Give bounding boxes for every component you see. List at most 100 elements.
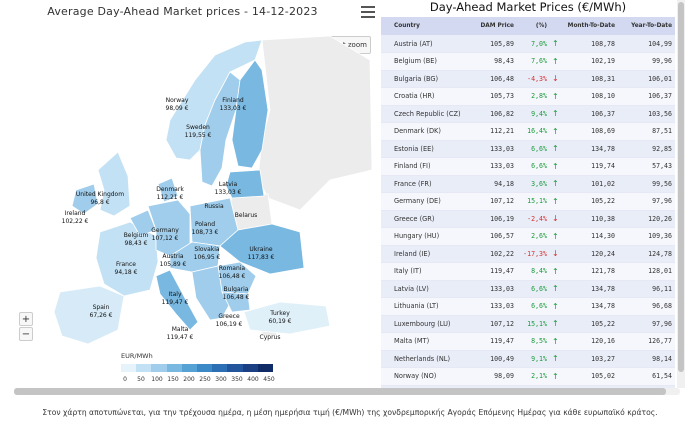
zoom-out-button[interactable]: − <box>19 327 33 341</box>
prices-table: Country DAM Price (%) Month-To-Date Year… <box>381 17 675 388</box>
cell-year-to-date: 124,78 <box>618 245 675 263</box>
table-row[interactable]: Lithuania (LT) 133,03 6,6% ↑ 134,78 96,68 <box>381 297 675 316</box>
cell-pct: 16,4% <box>517 122 550 141</box>
table-row[interactable]: Bulgaria (BG) 106,48 -4,3% ↓ 108,31 106,01 <box>381 70 675 88</box>
table-row[interactable]: Norway (NO) 98,09 2,1% ↑ 105,02 61,54 <box>381 367 675 386</box>
legend-swatch <box>136 364 152 372</box>
arrow-up-icon: ↑ <box>550 332 562 351</box>
col-header-year-to-date[interactable]: Year-To-Date <box>631 23 672 29</box>
zoom-in-button[interactable]: + <box>19 312 33 326</box>
cell-pct: 8,5% <box>517 332 550 351</box>
table-row[interactable]: Italy (IT) 119,47 8,4% ↑ 121,78 128,01 <box>381 262 675 281</box>
cell-year-to-date: 106,01 <box>618 70 675 88</box>
table-row[interactable]: Croatia (HR) 105,73 2,8% ↑ 108,10 106,37 <box>381 87 675 106</box>
arrow-up-icon: ↑ <box>550 122 562 141</box>
region-balkans[interactable] <box>191 265 233 321</box>
horizontal-scroll-thumb[interactable] <box>14 388 666 395</box>
arrow-down-icon: ↓ <box>550 245 562 263</box>
col-header-trend <box>550 17 562 35</box>
cell-pct: 7,6% <box>517 52 550 71</box>
table-row[interactable]: Latvia (LV) 133,03 6,6% ↑ 134,78 96,11 <box>381 280 675 298</box>
table-row[interactable]: France (FR) 94,18 3,6% ↑ 101,02 99,56 <box>381 175 675 193</box>
table-row[interactable]: Belgium (BE) 98,43 7,6% ↑ 102,19 99,96 <box>381 52 675 71</box>
table-row[interactable]: Hungary (HU) 106,57 2,6% ↑ 114,30 109,36 <box>381 227 675 246</box>
region-turkey[interactable] <box>243 301 331 335</box>
table-row[interactable]: Greece (GR) 106,19 -2,4% ↓ 110,38 120,26 <box>381 210 675 228</box>
col-header-month-to-date[interactable]: Month-To-Date <box>567 23 615 29</box>
region-uk[interactable] <box>97 151 131 217</box>
cell-dam-price: 107,12 <box>468 192 517 211</box>
cell-country: Hungary (HU) <box>381 227 468 246</box>
col-header-dam-price[interactable]: DAM Price <box>480 23 514 29</box>
cell-dam-price: 102,22 <box>468 245 517 263</box>
region-denmark[interactable] <box>157 177 179 203</box>
cell-dam-price: 98,43 <box>468 52 517 71</box>
legend-swatch <box>212 364 228 372</box>
arrow-up-icon: ↑ <box>550 367 562 386</box>
table-row[interactable]: Estonia (EE) 133,03 6,6% ↑ 134,78 92,85 <box>381 140 675 158</box>
region-ireland[interactable] <box>71 183 99 215</box>
cell-pct: -17,3% <box>517 245 550 263</box>
region-baltics[interactable] <box>225 169 265 199</box>
arrow-up-icon: ↑ <box>550 157 562 176</box>
cell-month-to-date: 105,22 <box>562 192 618 211</box>
region-russia <box>257 35 373 211</box>
legend-tick-label: 0 <box>123 376 127 383</box>
europe-map[interactable] <box>0 20 380 350</box>
region-italy[interactable] <box>155 269 199 331</box>
cell-country: Denmark (DK) <box>381 122 468 141</box>
legend-tick-label: 400 <box>247 376 259 383</box>
table-row[interactable]: Ireland (IE) 102,22 -17,3% ↓ 120,24 124,78 <box>381 245 675 263</box>
legend-swatch <box>151 364 167 372</box>
region-finland[interactable] <box>231 59 269 169</box>
table-row[interactable]: Denmark (DK) 112,21 16,4% ↑ 108,69 87,51 <box>381 122 675 141</box>
cell-country: Austria (AT) <box>381 35 468 53</box>
arrow-up-icon: ↑ <box>550 280 562 298</box>
cell-month-to-date: 103,27 <box>562 350 618 368</box>
col-header-country[interactable]: Country <box>394 23 420 29</box>
map-label-spain: Spain 67,26 € <box>89 304 113 319</box>
cell-month-to-date: 102,19 <box>562 52 618 71</box>
table-row[interactable]: Austria (AT) 105,89 7,0% ↑ 108,78 104,99 <box>381 35 675 53</box>
horizontal-scrollbar[interactable] <box>14 388 680 395</box>
arrow-up-icon: ↑ <box>550 350 562 368</box>
map-label-turkey: Turkey 60,19 € <box>268 310 292 325</box>
vertical-scroll-thumb[interactable] <box>678 2 684 372</box>
legend-swatch <box>227 364 243 372</box>
table-row[interactable]: Netherlands (NL) 100,49 9,1% ↑ 103,27 98,14 <box>381 350 675 368</box>
cell-month-to-date: 134,78 <box>562 297 618 316</box>
cell-month-to-date: 105,22 <box>562 315 618 333</box>
region-spain[interactable] <box>53 285 125 345</box>
cell-country: Czech Republic (CZ) <box>381 105 468 123</box>
table-row[interactable]: Luxembourg (LU) 107,12 15,1% ↑ 105,22 97,96 <box>381 315 675 333</box>
table-row[interactable]: Poland (PL)108,73-7,7%↓116,16114,64 <box>381 385 675 388</box>
legend-swatch <box>242 364 258 372</box>
vertical-scrollbar[interactable] <box>677 0 685 388</box>
cell-dam-price: 106,57 <box>468 227 517 246</box>
arrow-down-icon: ↓ <box>550 385 562 388</box>
cell-year-to-date: 104,99 <box>618 35 675 53</box>
map-label-poland: Poland 108,73 € <box>191 221 219 236</box>
table-row[interactable]: Czech Republic (CZ) 106,82 9,4% ↑ 106,37 103,… <box>381 105 675 123</box>
table-row[interactable]: Malta (MT) 119,47 8,5% ↑ 120,16 126,77 <box>381 332 675 351</box>
region-sweden[interactable] <box>199 71 241 187</box>
region-ukraine[interactable] <box>219 223 305 275</box>
cell-month-to-date: 108,78 <box>562 35 618 53</box>
col-header-pct[interactable]: (%) <box>535 23 547 29</box>
legend-swatch <box>166 364 182 372</box>
table-row[interactable]: Finland (FI) 133,03 6,6% ↑ 119,74 57,43 <box>381 157 675 176</box>
cell-year-to-date: 109,36 <box>618 227 675 246</box>
hamburger-menu-icon[interactable] <box>361 6 375 20</box>
map-title: Average Day-Ahead Market prices - 14-12-… <box>47 5 318 18</box>
cell-pct: 6,6% <box>517 280 550 298</box>
map-label-belgium: Belgium 98,43 € <box>123 232 149 247</box>
cell-dam-price: 133,03 <box>468 157 517 176</box>
cell-month-to-date: 134,78 <box>562 280 618 298</box>
cell-year-to-date: 96,11 <box>618 280 675 298</box>
arrow-up-icon: ↑ <box>550 297 562 316</box>
table-title: Day-Ahead Market Prices (€/MWh) <box>429 0 627 14</box>
cell-country: Germany (DE) <box>381 192 468 211</box>
cell-country: Bulgaria (BG) <box>381 70 468 88</box>
table-row[interactable]: Germany (DE) 107,12 15,1% ↑ 105,22 97,96 <box>381 192 675 211</box>
cell-month-to-date: 108,10 <box>562 87 618 106</box>
